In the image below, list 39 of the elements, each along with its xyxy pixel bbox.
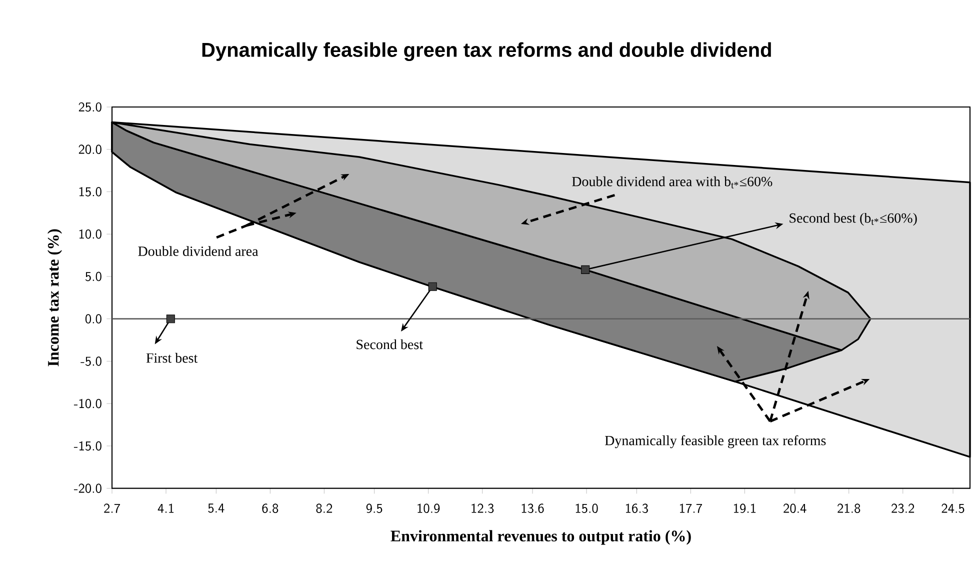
x-tick-label: 5.4 (208, 504, 224, 513)
x-tick-label: 8.2 (316, 504, 332, 514)
y-tick-label: 25.0 (78, 102, 102, 112)
y-tick-label: -10.0 (74, 398, 102, 408)
annotation: Second best (356, 339, 423, 350)
x-tick-label: 15.0 (576, 504, 598, 514)
x-tick-label: 20.4 (784, 504, 806, 514)
chart-title: Dynamically feasible green tax reforms and double dividend (202, 42, 771, 62)
annotation: First best (146, 352, 198, 363)
x-tick-label: 21.8 (838, 504, 860, 514)
point (166, 314, 175, 324)
y-tick-label: -20.0 (74, 484, 102, 493)
y-tick-label: -15.0 (74, 441, 102, 451)
point (581, 265, 590, 274)
x-tick-label: 10.9 (418, 504, 440, 514)
annotation: Double dividend area (138, 246, 258, 256)
x-tick-label: 23.2 (892, 504, 914, 514)
y-tick-label: 5.0 (85, 272, 102, 282)
x-tick-label: 24.5 (942, 504, 964, 514)
annotation: Second best (b$_{t*}$≤60%) (790, 212, 917, 226)
x-tick-label: 17.7 (680, 504, 702, 513)
annotation: Dynamically feasible green tax reforms (604, 435, 826, 448)
x-tick-label: 13.6 (522, 504, 544, 514)
x-tick-label: 16.3 (626, 504, 648, 514)
x-tick-label: 9.5 (366, 504, 382, 514)
y-axis-title: Income tax rate (%) (47, 229, 62, 366)
y-tick-label: 10.0 (79, 229, 102, 239)
y-tick-label: 20.0 (78, 144, 102, 154)
annotation: Double dividend area with b$_{t*}$≤60% (572, 176, 772, 188)
y-tick-label: -5.0 (80, 356, 102, 366)
x-axis-title: Environmental revenues to output ratio (%) (390, 530, 691, 545)
x-tick-label: 6.8 (262, 504, 278, 514)
x-tick-label: 19.1 (734, 504, 756, 514)
x-tick-label: 4.1 (158, 504, 174, 513)
y-tick-label: 0.0 (85, 314, 102, 324)
x-tick-label: 12.3 (472, 504, 494, 514)
y-tick-label: 15.0 (79, 187, 102, 196)
x-tick-label: 2.7 (104, 504, 120, 513)
point (428, 282, 437, 291)
